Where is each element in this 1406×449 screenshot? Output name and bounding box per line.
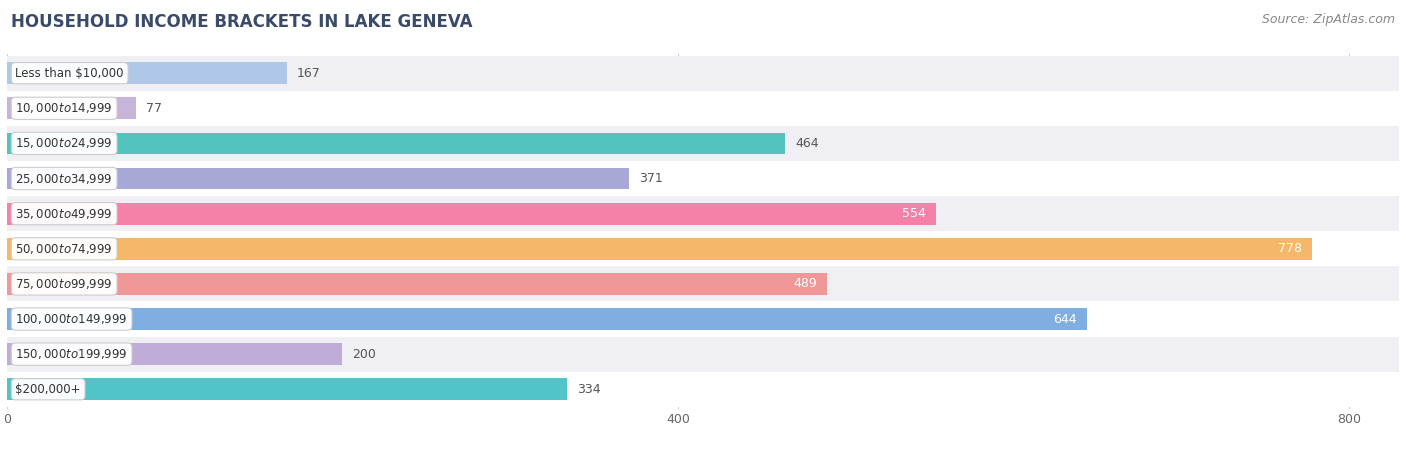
Bar [7, 337, 1399, 372]
Text: $25,000 to $34,999: $25,000 to $34,999 [15, 172, 112, 185]
Text: 644: 644 [1053, 313, 1077, 326]
Text: 371: 371 [640, 172, 664, 185]
Text: $200,000+: $200,000+ [15, 383, 82, 396]
Bar [7, 91, 1399, 126]
Bar [7, 273, 827, 295]
Bar [7, 167, 630, 189]
Text: $35,000 to $49,999: $35,000 to $49,999 [15, 207, 112, 220]
Text: $100,000 to $149,999: $100,000 to $149,999 [15, 312, 128, 326]
Bar [7, 308, 1087, 330]
Text: $15,000 to $24,999: $15,000 to $24,999 [15, 136, 112, 150]
Text: Source: ZipAtlas.com: Source: ZipAtlas.com [1261, 13, 1395, 26]
Text: 334: 334 [578, 383, 600, 396]
Bar [7, 238, 1312, 260]
Text: 77: 77 [146, 102, 162, 115]
Text: $10,000 to $14,999: $10,000 to $14,999 [15, 101, 112, 115]
Text: 554: 554 [903, 207, 927, 220]
Bar [7, 161, 1399, 196]
Bar [7, 266, 1399, 301]
Text: $150,000 to $199,999: $150,000 to $199,999 [15, 347, 128, 361]
Bar [7, 56, 1399, 91]
Text: Less than $10,000: Less than $10,000 [15, 67, 124, 79]
Text: HOUSEHOLD INCOME BRACKETS IN LAKE GENEVA: HOUSEHOLD INCOME BRACKETS IN LAKE GENEVA [11, 13, 472, 31]
Text: 489: 489 [793, 277, 817, 291]
Bar [7, 372, 1399, 407]
Bar [7, 126, 1399, 161]
Bar [7, 62, 287, 84]
Bar [7, 132, 785, 154]
Text: $75,000 to $99,999: $75,000 to $99,999 [15, 277, 112, 291]
Text: 778: 778 [1278, 242, 1302, 255]
Bar [7, 203, 936, 224]
Bar [7, 343, 343, 365]
Text: 167: 167 [297, 67, 321, 79]
Bar [7, 196, 1399, 231]
Text: 200: 200 [353, 348, 377, 361]
Bar [7, 97, 136, 119]
Bar [7, 301, 1399, 337]
Bar [7, 379, 567, 400]
Text: $50,000 to $74,999: $50,000 to $74,999 [15, 242, 112, 256]
Text: 464: 464 [796, 137, 818, 150]
Bar [7, 231, 1399, 266]
